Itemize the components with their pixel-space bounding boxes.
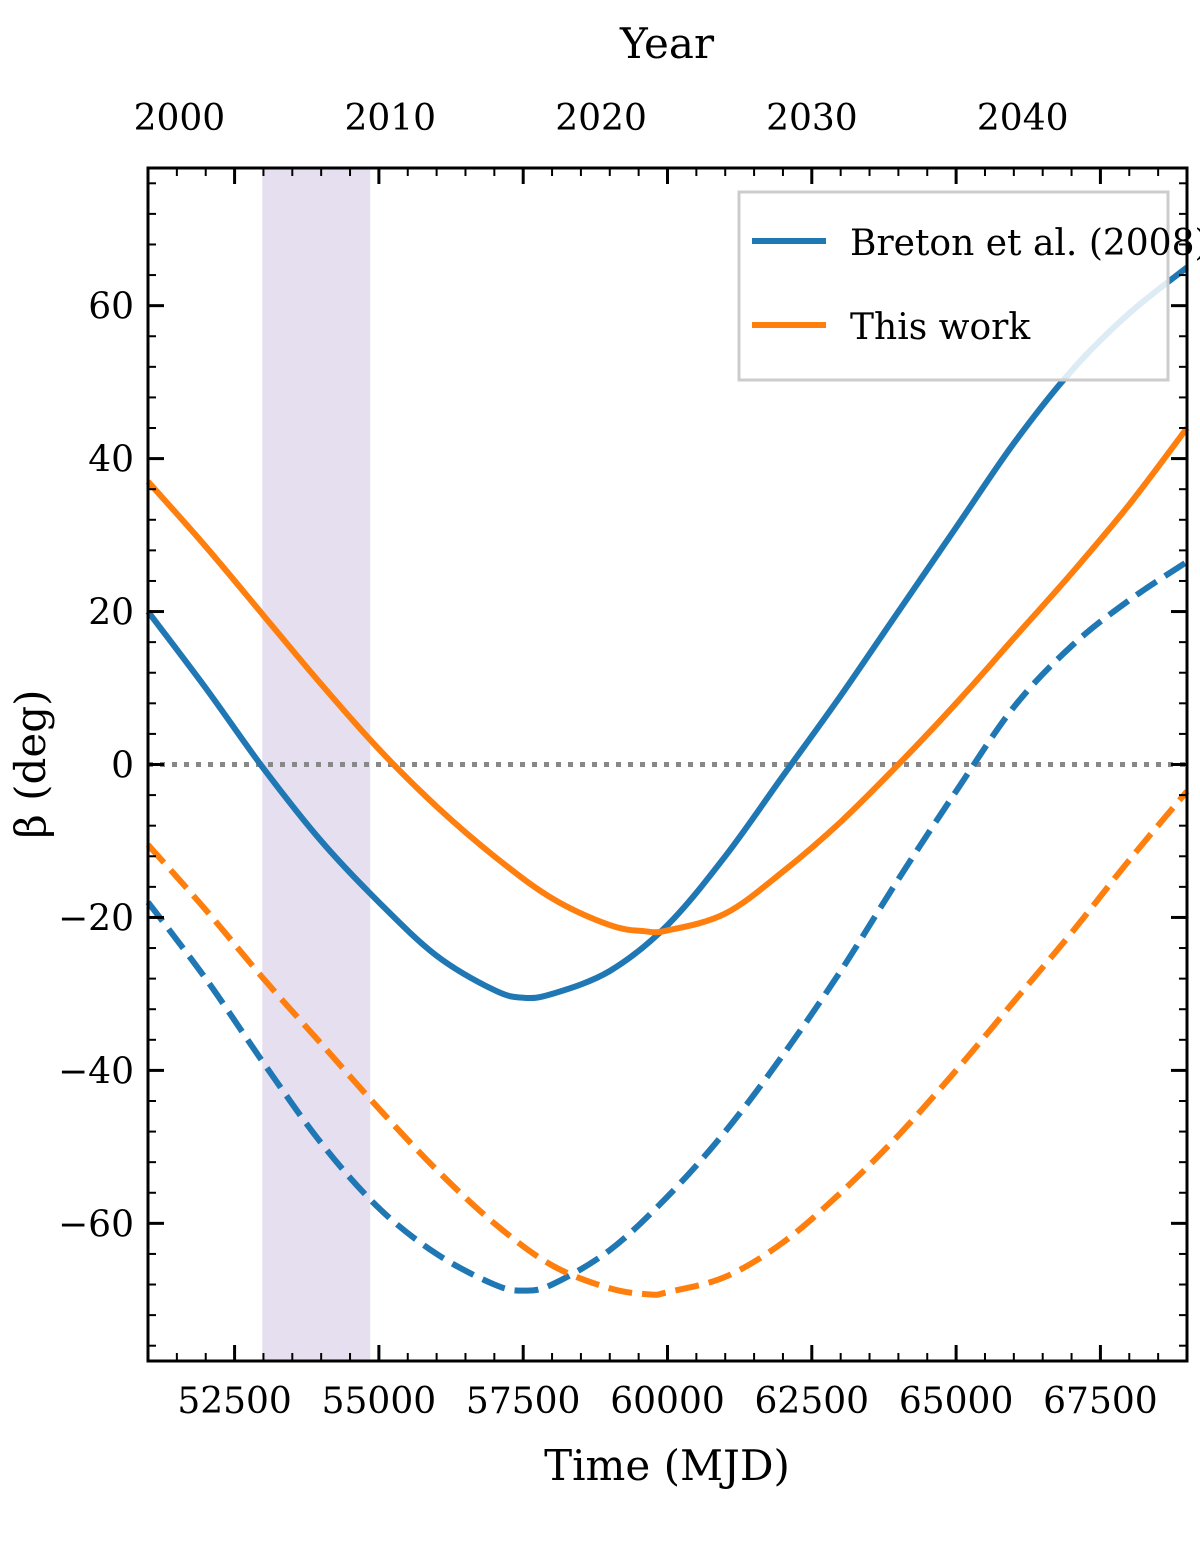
y-tick-label: 40	[88, 440, 134, 481]
y-tick-label: 0	[111, 746, 134, 787]
top-tick-label: 2020	[555, 98, 647, 139]
plot-frame	[146, 166, 1189, 1363]
y-axis-title: β (deg)	[6, 689, 55, 838]
top-tick-label: 2000	[134, 98, 226, 139]
legend-label-this-work: This work	[850, 307, 1031, 348]
top-tick-label: 2040	[977, 98, 1069, 139]
legend: Breton et al. (2008) This work	[737, 190, 1200, 382]
y-tick-label: −40	[58, 1051, 134, 1092]
series-layer	[145, 265, 1190, 1298]
legend-box	[737, 190, 1170, 382]
series-line-dashed-breton	[145, 559, 1189, 1294]
y-tick-label: −60	[58, 1204, 134, 1245]
x-tick-label: 52500	[177, 1381, 292, 1422]
x-tick-label: 65000	[899, 1381, 1014, 1422]
top-tick-label: 2010	[344, 98, 436, 139]
x-axis-title: Time (MJD)	[544, 1441, 790, 1490]
x-tick-label: 67500	[1043, 1381, 1158, 1422]
legend-label-breton: Breton et al. (2008)	[850, 223, 1200, 264]
series-line-dashed-this-work	[145, 789, 1190, 1298]
x-tick-label: 62500	[755, 1381, 870, 1422]
x-tick-label: 57500	[466, 1381, 581, 1422]
top-tick-label: 2030	[766, 98, 858, 139]
top-axis-title: Year	[619, 19, 715, 68]
series-line-solid-breton	[145, 265, 1189, 1002]
series-line-solid-this-work	[145, 426, 1190, 936]
x-tick-label: 60000	[610, 1381, 725, 1422]
y-tick-label: 60	[88, 287, 134, 328]
x-tick-label: 55000	[322, 1381, 437, 1422]
y-tick-label: 20	[88, 593, 134, 634]
y-tick-label: −20	[58, 898, 134, 939]
